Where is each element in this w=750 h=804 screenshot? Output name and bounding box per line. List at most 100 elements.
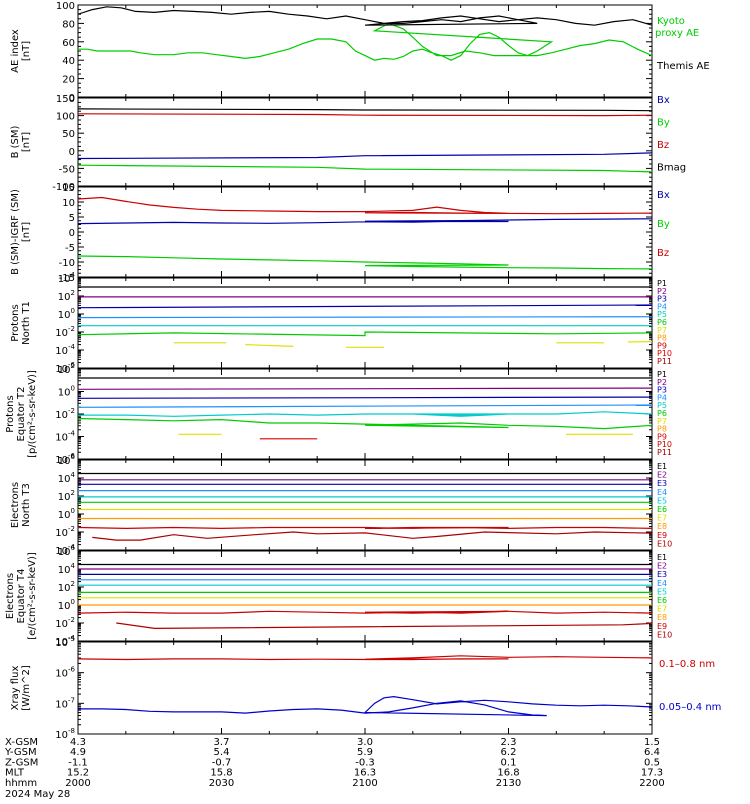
- y-tick-label: 100: [56, 1, 75, 12]
- legend-entry: E3: [657, 570, 667, 579]
- y-axis-label: Protons: [5, 395, 16, 432]
- y-tick-label: 5: [69, 213, 75, 224]
- x-row-value: 2030: [209, 778, 234, 789]
- legend-entry: P11: [657, 357, 672, 366]
- series-line-p6: [78, 414, 652, 430]
- series-line-p7: [628, 340, 652, 343]
- legend-entry: Bx: [657, 190, 670, 201]
- y-axis-label: Equator T2: [16, 387, 27, 442]
- series-line-by: [78, 255, 652, 271]
- x-row-value: 2.3: [501, 737, 517, 748]
- x-row-value: 4.3: [70, 737, 86, 748]
- legend-entry: P9: [657, 341, 667, 350]
- y-tick-label: 40: [62, 56, 75, 67]
- legend-entry: P3: [657, 295, 667, 304]
- series-line-p4: [78, 404, 652, 408]
- y-tick-label: 104: [58, 562, 76, 576]
- legend-entry: Themis AE: [656, 61, 710, 72]
- legend-entry: Bz: [657, 140, 669, 151]
- y-tick-label: 100: [56, 112, 75, 123]
- x-row-value: 2100: [352, 778, 377, 789]
- y-tick-label: -15: [59, 273, 75, 284]
- y-tick-label: -10: [59, 258, 75, 269]
- panel-3: -15 -10 -5 0 5 10 15 B (SM)-IGRF (SM) [nT] Bx By Bz: [10, 183, 670, 284]
- y-tick-label: 106: [58, 544, 76, 558]
- series-line-e9: [78, 610, 652, 614]
- legend-entry: E6: [657, 505, 667, 514]
- legend-entry: E6: [657, 596, 667, 605]
- panel-frame: [77, 186, 653, 278]
- x-row-value: 6.4: [644, 747, 660, 758]
- y-tick-label: 10-8: [55, 727, 75, 741]
- panel-4: 10-6 10-4 10-2 100 102 104 Protons North T1 P1P2…: [10, 271, 672, 375]
- y-tick-label: 100: [58, 598, 75, 612]
- panel-7: 10-4 10-2 100 102 104 106 Electrons Equator T4[…: [5, 544, 672, 648]
- y-tick-label: 10-6: [55, 452, 75, 466]
- y-tick-label: 10-2: [55, 407, 75, 421]
- legend-entry: P4: [657, 393, 667, 402]
- x-row-value: 15.8: [210, 768, 232, 779]
- y-tick-label: 0: [69, 93, 75, 104]
- y-axis-label: B (SM): [10, 125, 21, 158]
- panel-8: 10-8 10-7 10-6 10-5 Xray flux [W/m^2]: [10, 635, 653, 741]
- series-line-bx: [78, 216, 652, 225]
- y-axis-label: Electrons: [5, 573, 16, 619]
- legend-entry: P5: [657, 310, 667, 319]
- x-row-label: X-GSM: [5, 737, 38, 748]
- y-tick-label: 60: [62, 38, 75, 49]
- legend-entry: E8: [657, 613, 667, 622]
- y-tick-label: 20: [62, 75, 75, 86]
- y-axis-label: [nT]: [21, 222, 32, 242]
- legend-entry: 0.05–0.4 nm: [659, 702, 721, 713]
- legend-entry: P5: [657, 401, 667, 410]
- x-row-value: 3.0: [357, 737, 373, 748]
- series-line-bz: [78, 113, 652, 117]
- y-tick-label: 102: [58, 580, 75, 594]
- x-row-value: 6.2: [501, 747, 517, 758]
- x-row-value: 2200: [639, 778, 664, 789]
- y-tick-label: -50: [59, 164, 75, 175]
- y-axis-label: [p/(cm²-s-sr-keV)]: [27, 370, 38, 458]
- y-axis-label: North T3: [21, 483, 32, 527]
- series-line-p5: [78, 409, 652, 417]
- series-line-p7: [245, 344, 294, 347]
- legend-entry: P3: [657, 386, 667, 395]
- y-tick-label: 10-2: [55, 616, 75, 630]
- x-row-value: 16.8: [497, 768, 519, 779]
- legend-entry: P4: [657, 302, 667, 311]
- x-row-value: -1.1: [68, 757, 88, 768]
- y-axis-label: Electrons: [10, 482, 21, 528]
- legend-entry: Bx: [657, 95, 670, 106]
- date-label: 2024 May 28: [5, 789, 70, 800]
- x-row-value: 2000: [65, 778, 90, 789]
- y-tick-label: 10-2: [55, 325, 75, 339]
- legend-entry: P6: [657, 318, 667, 327]
- y-tick-label: -100: [52, 182, 75, 193]
- series-line-by: [78, 164, 652, 173]
- x-row-value: 15.2: [67, 768, 89, 779]
- legend-panel-8: 0.1–0.8 nm 0.05–0.4 nm: [659, 659, 721, 713]
- panel-5: 10-6 10-4 10-2 100 102 Protons Equator T2 [p/(c…: [5, 362, 672, 466]
- y-tick-label: 50: [62, 129, 75, 140]
- series-line-p3: [78, 304, 652, 309]
- series-line-p4: [78, 316, 652, 319]
- y-axis-label: [e/(cm²-s-sr-keV)]: [27, 552, 38, 640]
- y-tick-label: 10-6: [55, 361, 75, 375]
- y-axis-label: Xray flux: [10, 666, 21, 711]
- series-line-0-1-0-8-nm: [78, 655, 652, 661]
- y-tick-label: -5: [65, 243, 75, 254]
- legend-entry: E3: [657, 479, 667, 488]
- panel-frame: [77, 277, 653, 369]
- legend-entry: P8: [657, 334, 667, 343]
- legend-entry: 0.1–0.8 nm: [659, 659, 715, 670]
- legend-entry: P1: [657, 370, 667, 379]
- y-axis-label: AE index: [10, 29, 21, 73]
- y-axis-label: [W/m^2]: [21, 665, 32, 711]
- series-line-bmag: [78, 108, 652, 112]
- legend-entry: P7: [657, 326, 667, 335]
- legend-entry: E7: [657, 514, 667, 523]
- y-tick-label: 106: [58, 453, 76, 467]
- legend-entry: E10: [657, 630, 672, 639]
- series-line-e9: [78, 526, 652, 530]
